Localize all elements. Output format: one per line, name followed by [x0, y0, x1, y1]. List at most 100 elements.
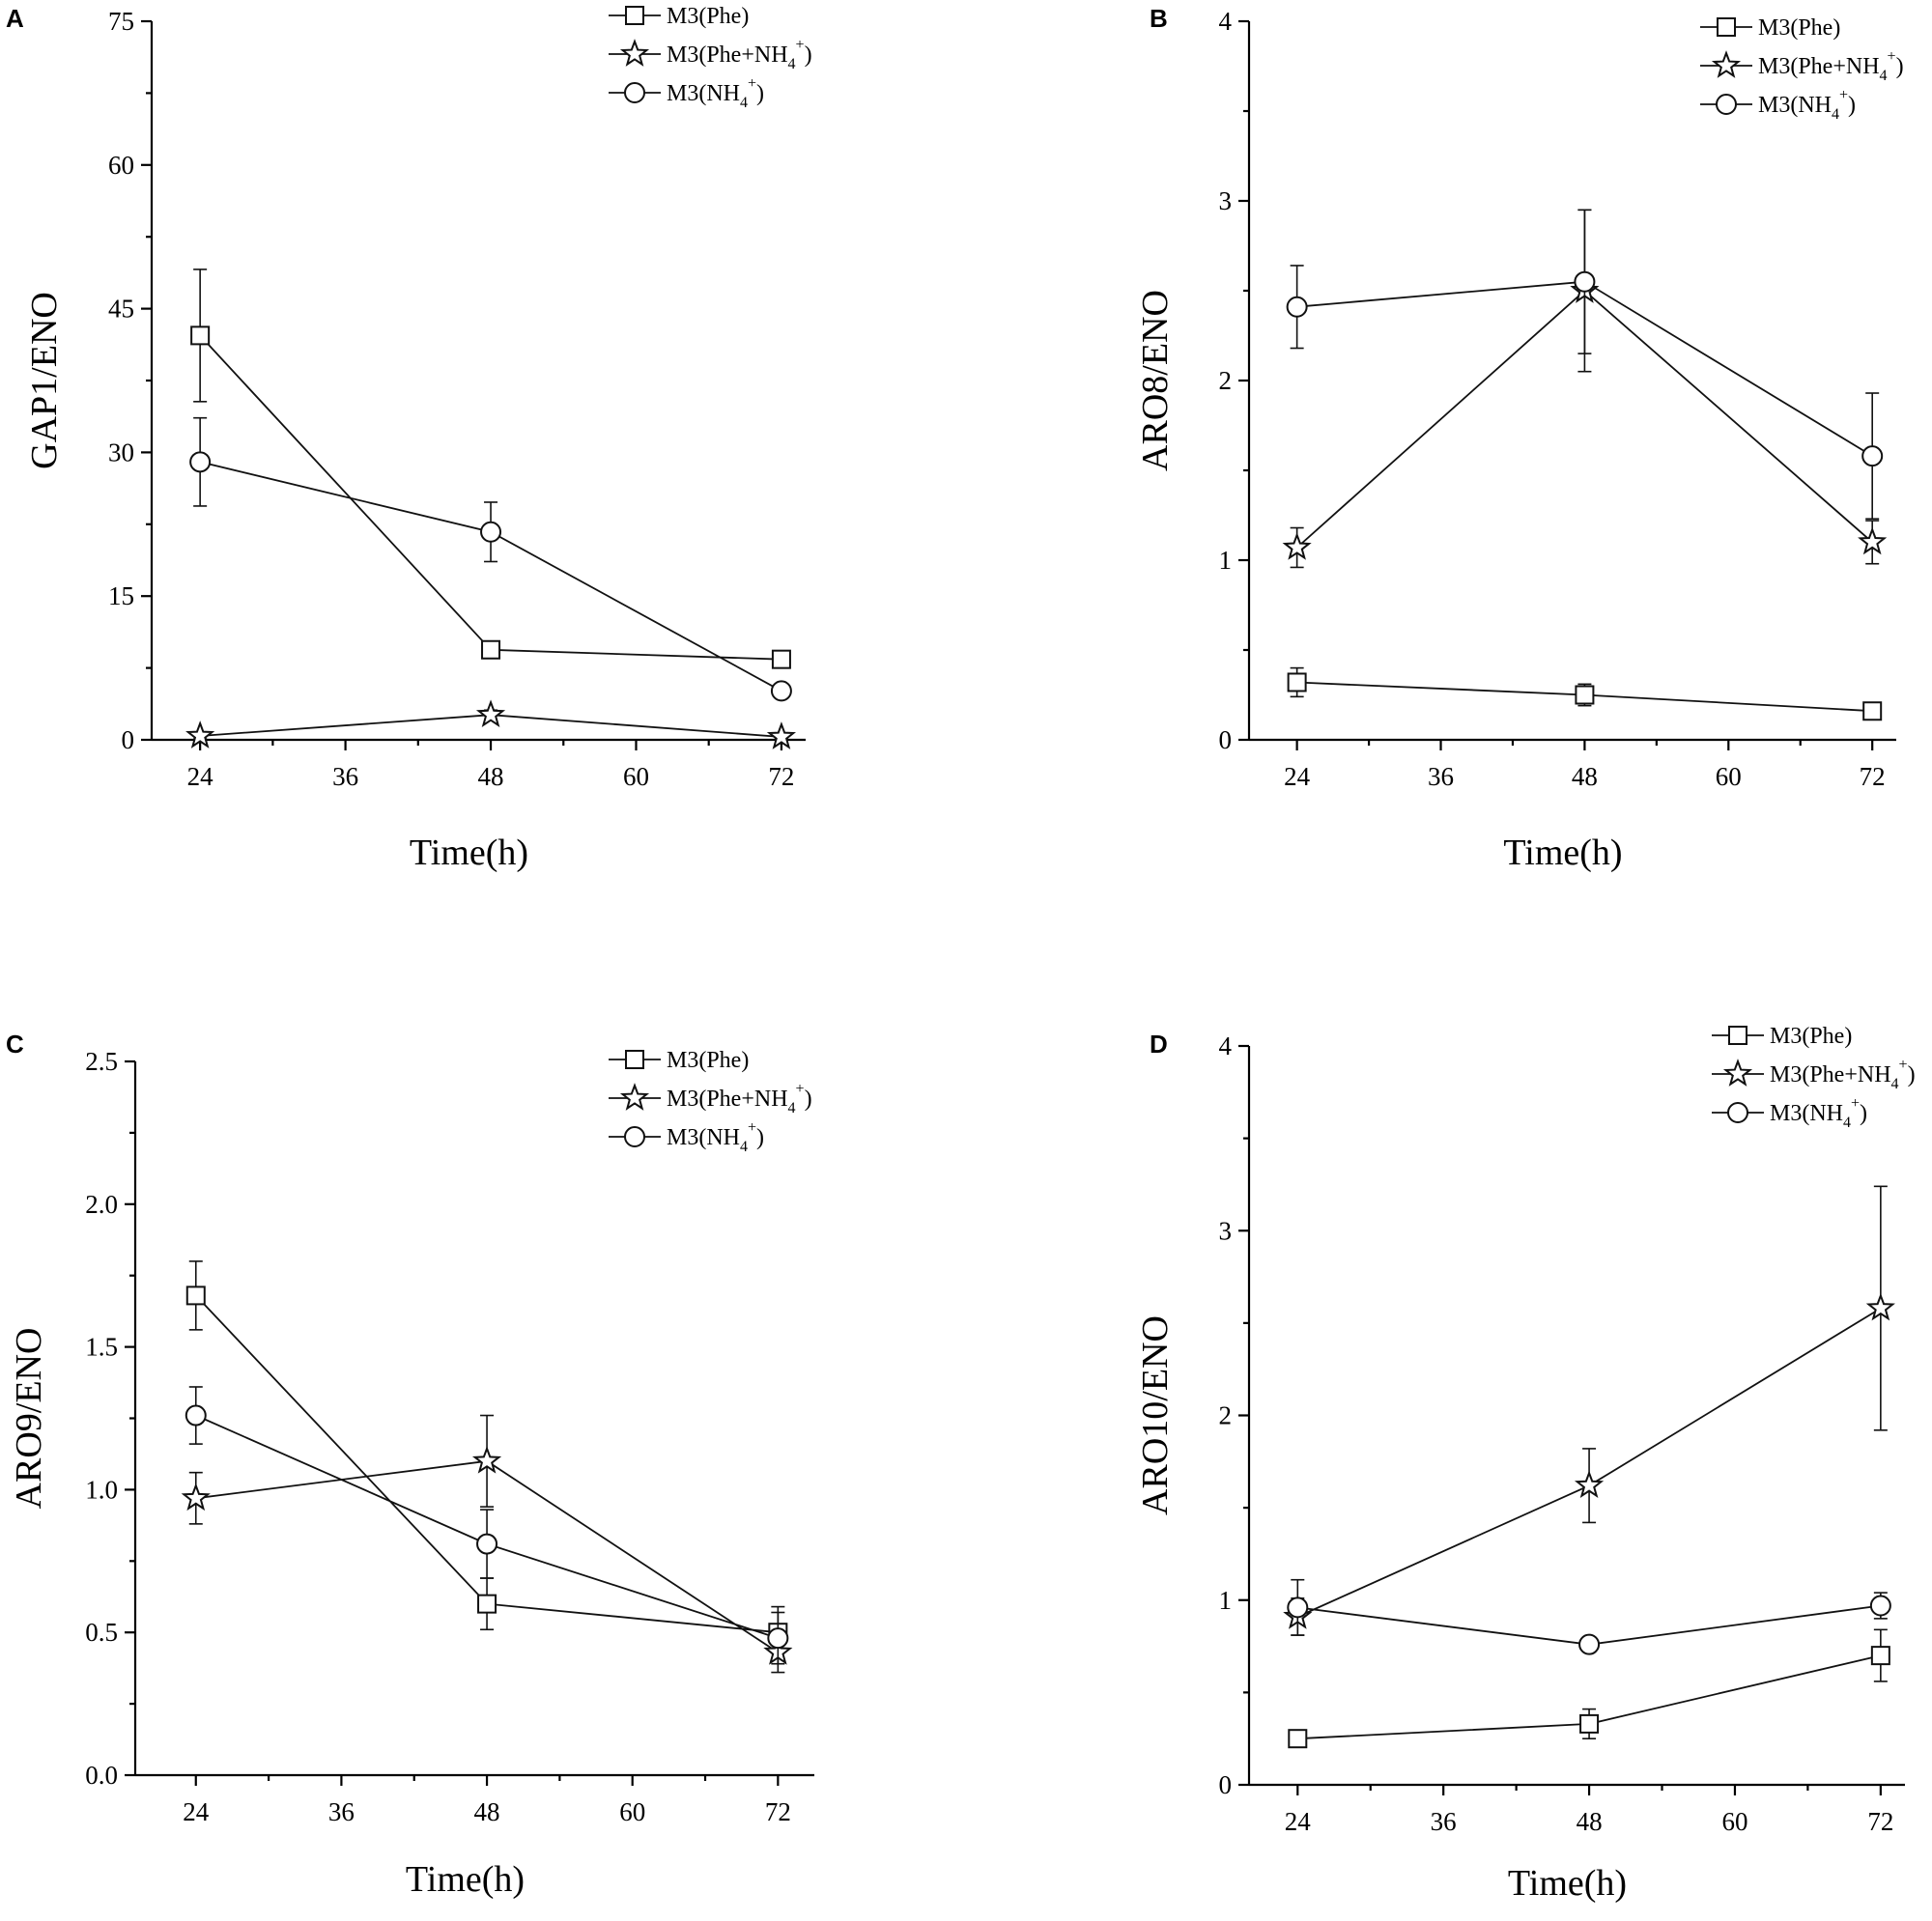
- y-tick-label: 0: [1219, 725, 1233, 754]
- y-tick-label: 0: [122, 725, 135, 754]
- legend-subscript: 4: [740, 1139, 748, 1155]
- legend-subscript: 4: [1832, 106, 1839, 123]
- series-star: [181, 1414, 793, 1674]
- legend-label-main: M3(NH: [1758, 93, 1832, 118]
- legend-label-main: M3(Phe): [1758, 15, 1840, 41]
- data-point: [1870, 1646, 1890, 1666]
- legend-label: M3(Phe): [1758, 15, 1840, 41]
- legend-superscript: +: [1851, 1095, 1860, 1112]
- x-axis-title: Time(h): [1508, 1863, 1627, 1904]
- data-point: [185, 720, 215, 749]
- x-tick-label: 48: [1572, 762, 1598, 791]
- legend-superscript: +: [1888, 48, 1896, 65]
- legend-entry: M3(NH4+): [1700, 87, 1856, 123]
- data-point: [1579, 1713, 1600, 1734]
- legend-label-rest: ): [1908, 1062, 1916, 1088]
- legend-entry: M3(Phe): [609, 4, 749, 29]
- legend-marker: [619, 39, 650, 67]
- panel-letter: A: [6, 4, 24, 33]
- legend-label: M3(NH4+): [1758, 87, 1856, 123]
- legend-marker: [1711, 50, 1742, 78]
- legend-subscript: 4: [788, 56, 796, 72]
- y-tick-label: 75: [108, 7, 134, 36]
- x-tick-label: 36: [328, 1797, 355, 1826]
- series-circle: [189, 416, 792, 702]
- legend-superscript: +: [748, 75, 756, 92]
- data-point: [1575, 685, 1595, 705]
- data-point: [770, 680, 792, 702]
- legend-marker: [619, 1083, 650, 1111]
- y-axis-title: ARO10/ENO: [1135, 1315, 1176, 1515]
- x-tick-label: 72: [1860, 762, 1886, 791]
- legend-label: M3(NH4+): [667, 1119, 764, 1155]
- panel-letter: D: [1150, 1030, 1168, 1059]
- legend-marker: [624, 1126, 645, 1147]
- legend-label: M3(Phe+NH4+): [1758, 48, 1904, 84]
- legend-label-rest: ): [805, 42, 812, 68]
- y-tick-label: 2: [1219, 366, 1233, 395]
- y-tick-label: 2.0: [85, 1190, 118, 1219]
- y-tick-label: 4: [1219, 1031, 1233, 1060]
- data-point: [1574, 270, 1596, 293]
- y-tick-label: 45: [108, 295, 134, 324]
- legend-entry: M3(Phe+NH4+): [609, 37, 812, 72]
- legend-label-rest: ): [805, 1087, 812, 1112]
- legend-label-rest: ): [1860, 1101, 1867, 1126]
- data-point: [1858, 526, 1888, 555]
- series-square: [1287, 666, 1883, 721]
- data-point: [185, 1404, 207, 1427]
- legend-label-main: M3(Phe): [1770, 1024, 1852, 1049]
- y-tick-label: 2: [1219, 1401, 1233, 1430]
- panel-letter: C: [6, 1030, 24, 1059]
- legend-entry: M3(Phe): [609, 1048, 749, 1073]
- data-point: [1865, 1292, 1895, 1321]
- legend-marker: [1727, 1102, 1748, 1123]
- y-tick-label: 4: [1219, 7, 1233, 36]
- legend-superscript: +: [1839, 87, 1848, 103]
- legend-subscript: 4: [1880, 68, 1888, 84]
- y-tick-label: 1: [1219, 546, 1233, 575]
- data-point: [1282, 532, 1312, 560]
- legend-subscript: 4: [788, 1100, 796, 1116]
- legend-label-main: M3(NH: [667, 81, 740, 106]
- legend-label-main: M3(Phe): [667, 1048, 749, 1073]
- chart-panel-c: C 0.0 0.5 1.0 1.5 2.0 2.5 24 36 48 60 72 Time(h) ARO9…: [6, 1030, 814, 1900]
- legend-label-main: M3(Phe): [667, 4, 749, 29]
- data-point: [1287, 672, 1307, 692]
- x-tick-label: 24: [1284, 762, 1311, 791]
- legend-label-main: M3(Phe+NH: [667, 42, 788, 68]
- y-tick-label: 3: [1219, 186, 1233, 215]
- legend-marker: [625, 6, 644, 25]
- legend-label: M3(Phe): [667, 1048, 749, 1073]
- data-point: [476, 1533, 498, 1555]
- series-circle: [185, 1386, 789, 1665]
- legend-superscript: +: [1899, 1057, 1908, 1073]
- y-tick-label: 0.0: [85, 1761, 118, 1790]
- legend-entry: M3(Phe+NH4+): [1700, 48, 1904, 84]
- x-tick-label: 24: [187, 762, 214, 791]
- y-tick-label: 0.5: [85, 1618, 118, 1647]
- legend-label: M3(Phe+NH4+): [667, 1081, 812, 1116]
- legend-subscript: 4: [1891, 1076, 1899, 1092]
- data-point: [185, 1285, 206, 1306]
- legend-label-main: M3(NH: [667, 1125, 740, 1150]
- data-point: [1287, 1596, 1309, 1619]
- data-point: [190, 325, 211, 346]
- legend-label-rest: ): [756, 1125, 764, 1150]
- y-tick-label: 0: [1219, 1770, 1233, 1799]
- legend-superscript: +: [796, 1081, 805, 1097]
- x-tick-label: 36: [1428, 762, 1454, 791]
- legend-subscript: 4: [1843, 1115, 1851, 1131]
- chart-panel-a: A 0 15 30 45 60 75 24 36 48 60 72 Time(h) GAP1/ENO M3(…: [6, 4, 812, 873]
- data-point: [1861, 445, 1884, 467]
- legend-marker: [624, 82, 645, 103]
- x-tick-label: 72: [768, 762, 794, 791]
- legend-label-rest: ): [1896, 54, 1904, 79]
- data-point: [1869, 1595, 1891, 1617]
- y-axis-title: ARO9/ENO: [9, 1328, 49, 1510]
- legend-superscript: +: [748, 1119, 756, 1136]
- legend-label-main: M3(Phe+NH: [667, 1087, 788, 1112]
- legend-label: M3(Phe+NH4+): [1770, 1057, 1916, 1092]
- chart-panel-d: D 0 1 2 3 4 24 36 48 60 72 Time(h) ARO10/ENO M3(Phe) M…: [1135, 1024, 1916, 1904]
